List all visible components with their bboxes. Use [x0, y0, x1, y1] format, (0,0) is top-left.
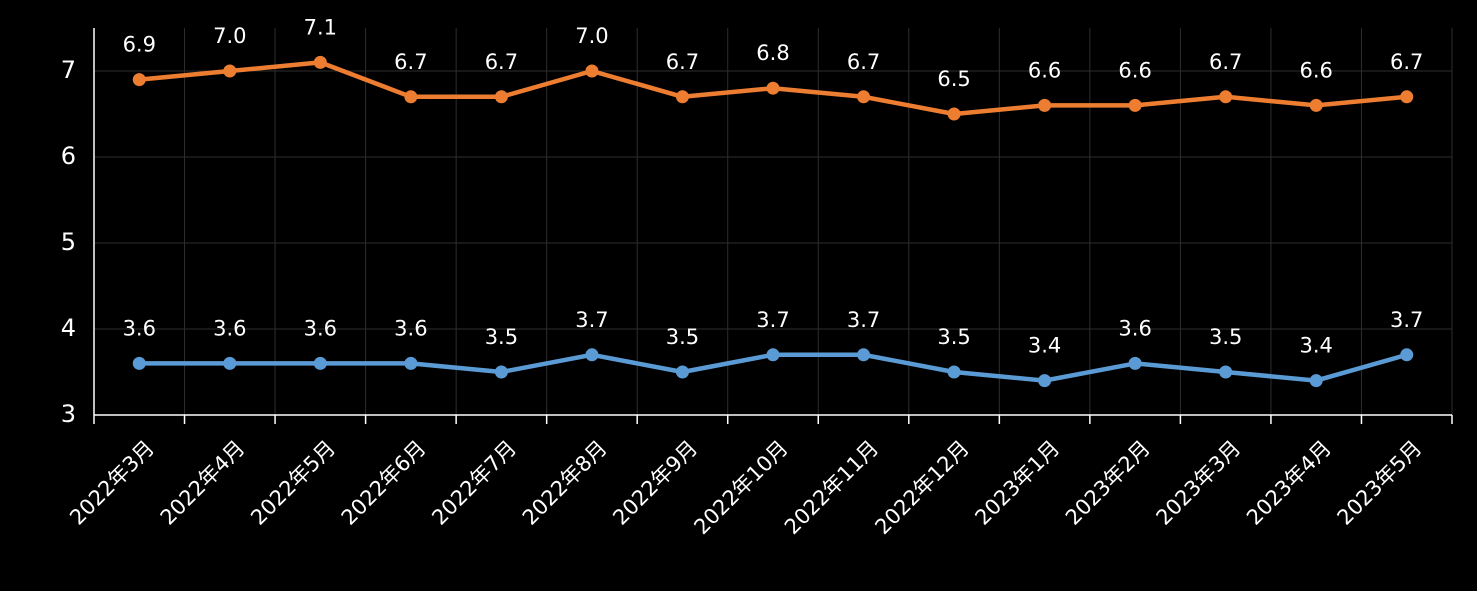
data-label: 3.7	[575, 308, 608, 332]
x-tick-label: 2022年7月	[427, 436, 521, 530]
x-tick-label: 2023年4月	[1242, 436, 1336, 530]
point	[857, 90, 871, 104]
point	[766, 81, 780, 95]
x-tick-label: 2022年4月	[156, 436, 250, 530]
point	[1400, 348, 1414, 362]
data-label: 3.5	[666, 325, 699, 349]
data-label: 6.6	[1028, 58, 1061, 82]
point	[585, 64, 599, 78]
data-label: 3.6	[213, 316, 246, 340]
x-tick-label: 2023年5月	[1333, 436, 1427, 530]
x-tick-label: 2022年9月	[608, 436, 702, 530]
y-tick-label: 4	[61, 314, 76, 342]
x-tick-label: 2022年8月	[518, 436, 612, 530]
point	[132, 356, 146, 370]
point	[1219, 365, 1233, 379]
point	[223, 64, 237, 78]
data-label: 3.7	[1390, 308, 1423, 332]
point	[313, 55, 327, 69]
x-tick-label: 2022年6月	[337, 436, 431, 530]
x-tick-label: 2022年5月	[246, 436, 340, 530]
point	[766, 348, 780, 362]
y-tick-label: 3	[61, 400, 76, 428]
point	[313, 356, 327, 370]
x-tick-label: 2023年1月	[970, 436, 1064, 530]
point	[1038, 98, 1052, 112]
data-label: 6.7	[394, 50, 427, 74]
data-label: 3.5	[485, 325, 518, 349]
x-tick-label: 2023年3月	[1152, 436, 1246, 530]
y-tick-label: 6	[61, 142, 76, 170]
point	[675, 365, 689, 379]
point	[132, 73, 146, 87]
data-label: 6.7	[1390, 50, 1423, 74]
data-label: 7.0	[575, 24, 608, 48]
point	[1309, 98, 1323, 112]
x-tick-label: 2022年10月	[689, 436, 792, 539]
point	[947, 107, 961, 121]
point	[675, 90, 689, 104]
data-label: 7.0	[213, 24, 246, 48]
data-label: 6.8	[756, 41, 789, 65]
x-tick-label: 2023年2月	[1061, 436, 1155, 530]
point	[1038, 374, 1052, 388]
point	[585, 348, 599, 362]
data-label: 3.4	[1028, 334, 1061, 358]
data-label: 3.7	[847, 308, 880, 332]
point	[947, 365, 961, 379]
y-tick-label: 5	[61, 228, 76, 256]
point	[404, 356, 418, 370]
data-label: 3.6	[394, 316, 427, 340]
data-label: 3.6	[123, 316, 156, 340]
data-label: 7.1	[304, 15, 337, 39]
point	[223, 356, 237, 370]
point	[1128, 98, 1142, 112]
x-tick-label: 2022年3月	[65, 436, 159, 530]
data-label: 6.7	[485, 50, 518, 74]
point	[857, 348, 871, 362]
data-label: 6.7	[666, 50, 699, 74]
data-label: 6.9	[123, 33, 156, 57]
point	[494, 365, 508, 379]
point	[1309, 374, 1323, 388]
data-label: 6.6	[1118, 58, 1151, 82]
data-label: 6.7	[847, 50, 880, 74]
data-label: 3.5	[1209, 325, 1242, 349]
point	[1128, 356, 1142, 370]
data-label: 6.5	[937, 67, 970, 91]
point	[494, 90, 508, 104]
data-label: 3.6	[304, 316, 337, 340]
point	[1219, 90, 1233, 104]
point	[404, 90, 418, 104]
data-label: 3.5	[937, 325, 970, 349]
x-tick-label: 2022年12月	[870, 436, 973, 539]
data-label: 6.7	[1209, 50, 1242, 74]
data-label: 3.4	[1299, 334, 1332, 358]
y-tick-label: 7	[61, 56, 76, 84]
data-label: 6.6	[1299, 58, 1332, 82]
data-label: 3.6	[1118, 316, 1151, 340]
point	[1400, 90, 1414, 104]
x-tick-label: 2022年11月	[780, 436, 883, 539]
data-label: 3.7	[756, 308, 789, 332]
